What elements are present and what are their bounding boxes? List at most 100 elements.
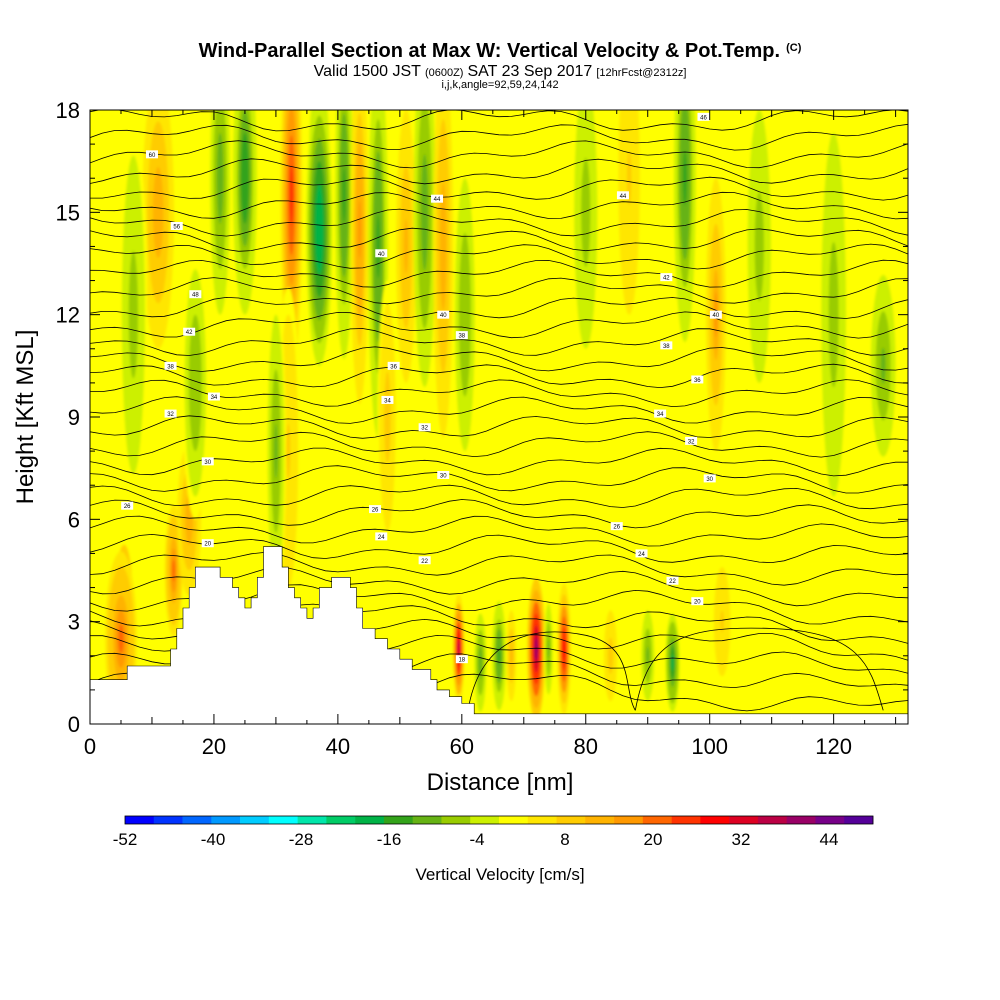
velocity-band [720,610,724,633]
isentrope-label-box [660,341,673,350]
velocity-band [683,150,687,206]
isentrope-label-box [455,655,468,664]
isentrope-label-box [616,191,629,200]
colorbar-swatch [757,816,787,824]
x-axis: 0 20 40 60 80 100 120 [84,110,897,759]
colorbar-swatch [700,816,730,824]
velocity-feature [505,601,518,711]
colorbar-swatch [527,816,557,824]
isentrope-label-box [201,457,214,466]
x-tick-label: 120 [815,734,852,759]
velocity-band [286,423,291,479]
isentrope-label: 36 [387,361,400,370]
x-tick-label: 0 [84,734,96,759]
isentrope-line [90,259,908,288]
isentrope-label: 30 [437,470,450,479]
isentrope-label-box [201,539,214,548]
velocity-band [385,394,390,440]
isentrope-label-text: 36 [390,364,397,370]
isentrope-label-text: 34 [211,395,218,401]
isentrope-label-box [375,532,388,541]
velocity-band [756,219,762,274]
isentrope-line [90,552,908,586]
isentrope-label-text: 40 [440,313,447,319]
isentrope-label: 30 [201,457,214,466]
isentrope-label: 48 [189,290,202,299]
velocity-band [671,654,674,671]
isentrope-label: 20 [691,597,704,606]
isentrope-label-text: 56 [173,224,180,230]
isentrope-label: 22 [418,556,431,565]
isentrope-label-text: 32 [421,426,428,432]
velocity-feature [712,556,733,688]
velocity-feature [394,110,418,411]
isentrope-label-box [145,150,158,159]
isentrope-label-box [709,310,722,319]
isentrope-label: 34 [207,392,220,401]
isentrope-label-text: 40 [378,252,385,258]
velocity-band [274,423,278,479]
y-tick-label: 12 [56,303,80,328]
velocity-feature [233,110,257,315]
colorbar-tick-label: 32 [732,830,751,849]
velocity-field [105,110,899,724]
x-tick-label: 60 [450,734,474,759]
isentrope-contours [90,110,908,712]
isentrope-label: 22 [666,576,679,585]
isentrope-line [90,447,908,477]
isentrope-label-text: 38 [167,364,174,370]
isentrope-label-text: 26 [613,525,620,531]
velocity-feature [210,110,231,315]
y-tick-label: 18 [56,98,80,123]
isentrope-line [90,140,908,169]
isentrope-label-text: 42 [663,276,670,282]
isentrope-label-text: 30 [204,460,211,466]
colorbar-tick-label: 8 [560,830,569,849]
isentrope-line [90,379,908,408]
colorbar-swatch [642,816,672,824]
isentrope-label: 44 [616,191,629,200]
x-tick-label: 20 [202,734,226,759]
isentrope-label-text: 46 [700,115,707,121]
velocity-feature [474,613,487,712]
velocity-feature [492,601,506,711]
isentrope-label: 34 [381,395,394,404]
isentrope-label-box [170,221,183,230]
isentrope-label: 42 [660,273,673,282]
isentrope-label-box [375,249,388,258]
colorbar-tick-label: -4 [469,830,484,849]
velocity-feature [306,110,333,366]
isentrope-line [90,396,908,424]
colorbar-tick-label: -52 [113,830,138,849]
isentrope-label: 44 [431,194,444,203]
isentrope-line [90,311,908,339]
isentrope-label-box [387,361,400,370]
isentrope-labels: 60 56 48 42 38 32 34 30 26 20 44 40 40 38 36 34 32 30 26 24… [121,112,722,664]
colorbar-tick-label: -40 [201,830,226,849]
isentrope-label-box [691,597,704,606]
y-tick-label: 6 [68,507,80,532]
colorbar-swatch [585,816,615,824]
isentrope-line [90,363,908,389]
velocity-feature [745,110,774,411]
colorbar-tick-label: -16 [377,830,402,849]
colorbar-swatch [182,816,212,824]
isentrope-line [90,515,908,547]
terrain-outline [90,546,908,724]
velocity-band [118,624,124,654]
velocity-band [193,360,198,406]
x-axis-label: Distance [nm] [427,769,574,796]
isentrope-line [90,328,908,356]
velocity-band [242,155,247,201]
velocity-band [462,287,467,342]
velocity-band [441,214,445,279]
colorbar-swatch [470,816,500,824]
velocity-band [583,185,589,240]
isentrope-label-text: 26 [124,504,131,510]
colorbar-frame [124,815,874,825]
isentrope-label-box [183,327,196,336]
velocity-band [376,214,380,279]
isentrope-label-box [437,470,450,479]
isentrope-label-text: 32 [688,439,695,445]
